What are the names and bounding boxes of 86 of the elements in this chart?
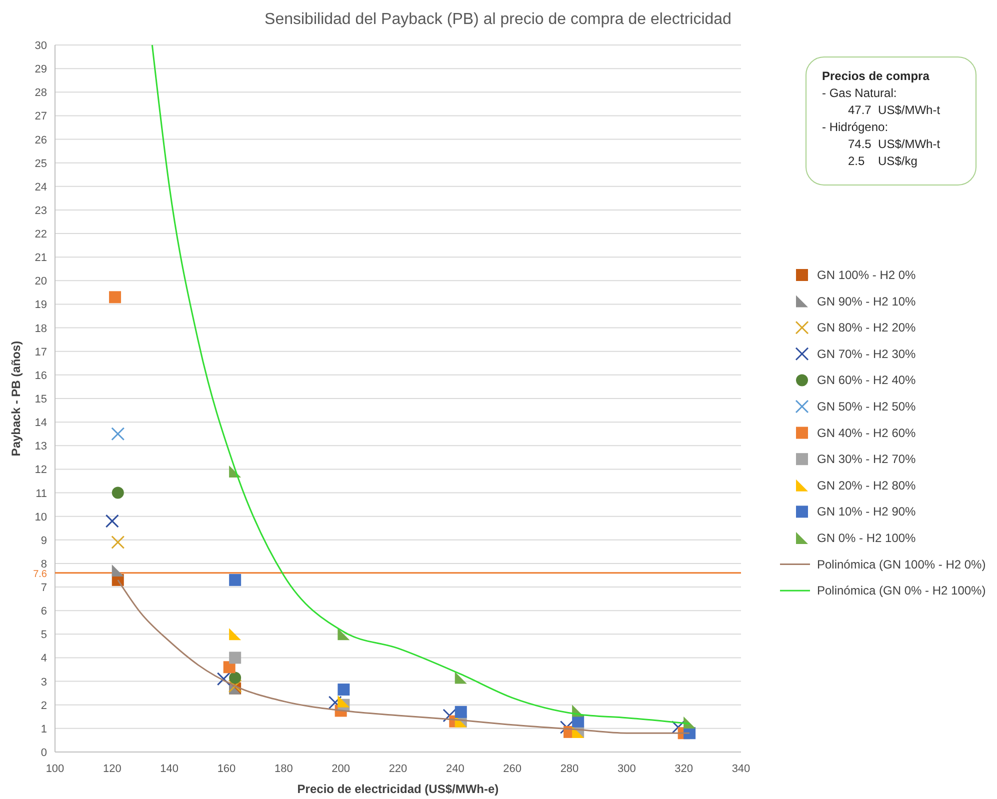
text: - Hidrógeno: (822, 120, 888, 134)
legend-label: GN 50% - H2 50% (817, 400, 916, 414)
point (454, 672, 467, 684)
x-tick-label: 140 (160, 763, 179, 775)
point (112, 486, 124, 499)
y-tick-label: 19 (34, 299, 47, 312)
legend-label: GN 30% - H2 70% (817, 452, 916, 466)
x-tick-label: 240 (446, 763, 464, 775)
legend-label: GN 10% - H2 90% (817, 504, 916, 519)
point (229, 652, 242, 664)
point (229, 574, 242, 586)
legend-label: Polinómica (GN 100% - H2 0%) (817, 557, 986, 572)
y-tick-label: 2 (40, 700, 47, 712)
y-tick-label: 17 (34, 346, 47, 358)
y-tick-label: 24 (34, 181, 47, 194)
x-tick-label: 320 (674, 763, 694, 775)
y-tick-label: 13 (34, 440, 47, 453)
y-tick-label: 9 (40, 534, 47, 547)
point (229, 628, 242, 640)
x-tick-label: 280 (560, 763, 579, 775)
text: 2.5 US$/kg (848, 154, 918, 168)
point (111, 427, 125, 441)
y-tick-label: 28 (34, 87, 47, 100)
y-tick-label: 25 (34, 158, 47, 170)
x-tick-label: 120 (102, 763, 122, 775)
legend-label: GN 40% - H2 60% (817, 426, 916, 440)
y-tick-label: 29 (34, 64, 47, 76)
y-tick-label: 12 (34, 464, 47, 476)
point (112, 564, 124, 577)
text: 47.7 US$/MWh-t (848, 103, 941, 117)
text: Precios de compra (822, 69, 930, 83)
y-tick-label: 22 (34, 228, 47, 241)
point (338, 695, 350, 708)
point (111, 536, 125, 550)
y-tick-label: 4 (40, 652, 47, 665)
y-tick-label: 20 (34, 276, 47, 288)
y-tick-label: 27 (34, 110, 47, 123)
point (454, 706, 467, 718)
legend-label: GN 60% - H2 40% (817, 373, 916, 388)
x-tick-label: 260 (503, 763, 522, 775)
y-tick-label: 15 (34, 394, 47, 406)
legend-label: GN 80% - H2 20% (817, 320, 916, 335)
y-tick-label: 30 (34, 40, 47, 52)
y-tick-label: 18 (34, 322, 47, 335)
point (105, 514, 119, 528)
y-tick-label: 11 (36, 488, 47, 500)
y-tick-label: 16 (34, 370, 47, 382)
legend-label: GN 100% - H2 0% (817, 268, 916, 282)
text: 74.5 US$/MWh-t (848, 137, 941, 151)
y-tick-label: 7 (40, 582, 47, 594)
y-tick-label: 5 (40, 629, 47, 642)
text: - Gas Natural: (822, 86, 897, 100)
x-tick-label: 200 (332, 763, 350, 775)
point (328, 696, 342, 710)
y-tick-label: 3 (40, 676, 47, 688)
legend-label: GN 0% - H2 100% (817, 531, 916, 545)
point (229, 672, 242, 684)
y-tick-label: 0 (40, 747, 47, 759)
x-tick-label: 180 (274, 763, 293, 775)
y-tick-label: 8 (40, 558, 47, 570)
point (338, 628, 350, 640)
y-tick-label: 23 (34, 204, 47, 217)
y-tick-label: 6 (40, 606, 47, 618)
legend-label: Polinómica (GN 0% - H2 100%) (817, 584, 986, 598)
x-tick-label: 340 (732, 763, 750, 775)
y-axis-title: Payback - PB (años) (9, 340, 23, 456)
legend-label: GN 90% - H2 10% (817, 294, 916, 308)
legend-label: GN 20% - H2 80% (817, 478, 916, 492)
y-tick-label: 26 (34, 134, 47, 146)
chart-title: Sensibilidad del Payback (PB) al precio de compra de electricidad (264, 11, 732, 28)
y-tick-label: 14 (34, 417, 47, 430)
x-tick-label: 100 (46, 763, 64, 775)
y-tick-label: 1 (40, 723, 47, 736)
legend-label: GN 70% - H2 30% (817, 346, 916, 361)
point (216, 672, 230, 686)
ref-line-label: 7.6 (33, 568, 48, 580)
x-axis-title: Precio de electricidad (US$/MWh-e) (297, 782, 499, 796)
point (228, 679, 242, 693)
x-tick-label: 300 (617, 763, 636, 775)
point (338, 684, 350, 696)
x-tick-label: 160 (217, 763, 236, 775)
point (109, 291, 122, 304)
x-tick-label: 220 (388, 763, 408, 775)
y-tick-label: 10 (34, 511, 47, 524)
y-tick-label: 21 (34, 252, 47, 264)
point (671, 720, 685, 734)
